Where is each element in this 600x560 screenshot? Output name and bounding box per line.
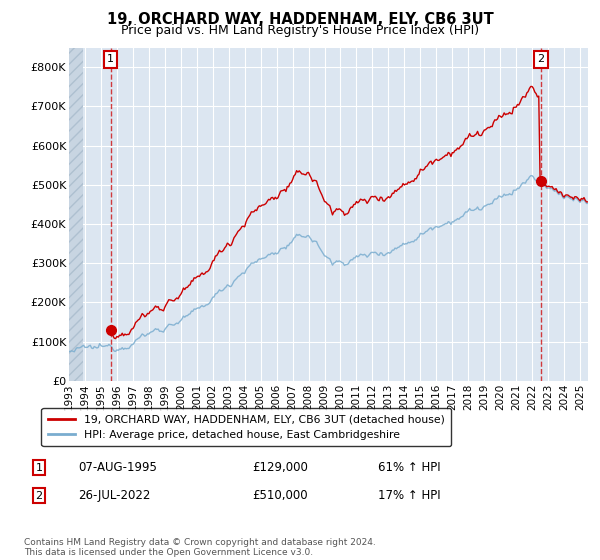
Text: 61% ↑ HPI: 61% ↑ HPI xyxy=(378,461,440,474)
Text: £129,000: £129,000 xyxy=(252,461,308,474)
Text: 07-AUG-1995: 07-AUG-1995 xyxy=(78,461,157,474)
Text: 1: 1 xyxy=(35,463,43,473)
Text: 26-JUL-2022: 26-JUL-2022 xyxy=(78,489,151,502)
Legend: 19, ORCHARD WAY, HADDENHAM, ELY, CB6 3UT (detached house), HPI: Average price, d: 19, ORCHARD WAY, HADDENHAM, ELY, CB6 3UT… xyxy=(41,408,451,446)
Text: 19, ORCHARD WAY, HADDENHAM, ELY, CB6 3UT: 19, ORCHARD WAY, HADDENHAM, ELY, CB6 3UT xyxy=(107,12,493,27)
Bar xyxy=(69,48,83,381)
Text: Contains HM Land Registry data © Crown copyright and database right 2024.
This d: Contains HM Land Registry data © Crown c… xyxy=(24,538,376,557)
Text: 1: 1 xyxy=(107,54,114,64)
Text: 2: 2 xyxy=(35,491,43,501)
Text: £510,000: £510,000 xyxy=(252,489,308,502)
Text: Price paid vs. HM Land Registry's House Price Index (HPI): Price paid vs. HM Land Registry's House … xyxy=(121,24,479,36)
Text: 17% ↑ HPI: 17% ↑ HPI xyxy=(378,489,440,502)
Text: 2: 2 xyxy=(538,54,544,64)
